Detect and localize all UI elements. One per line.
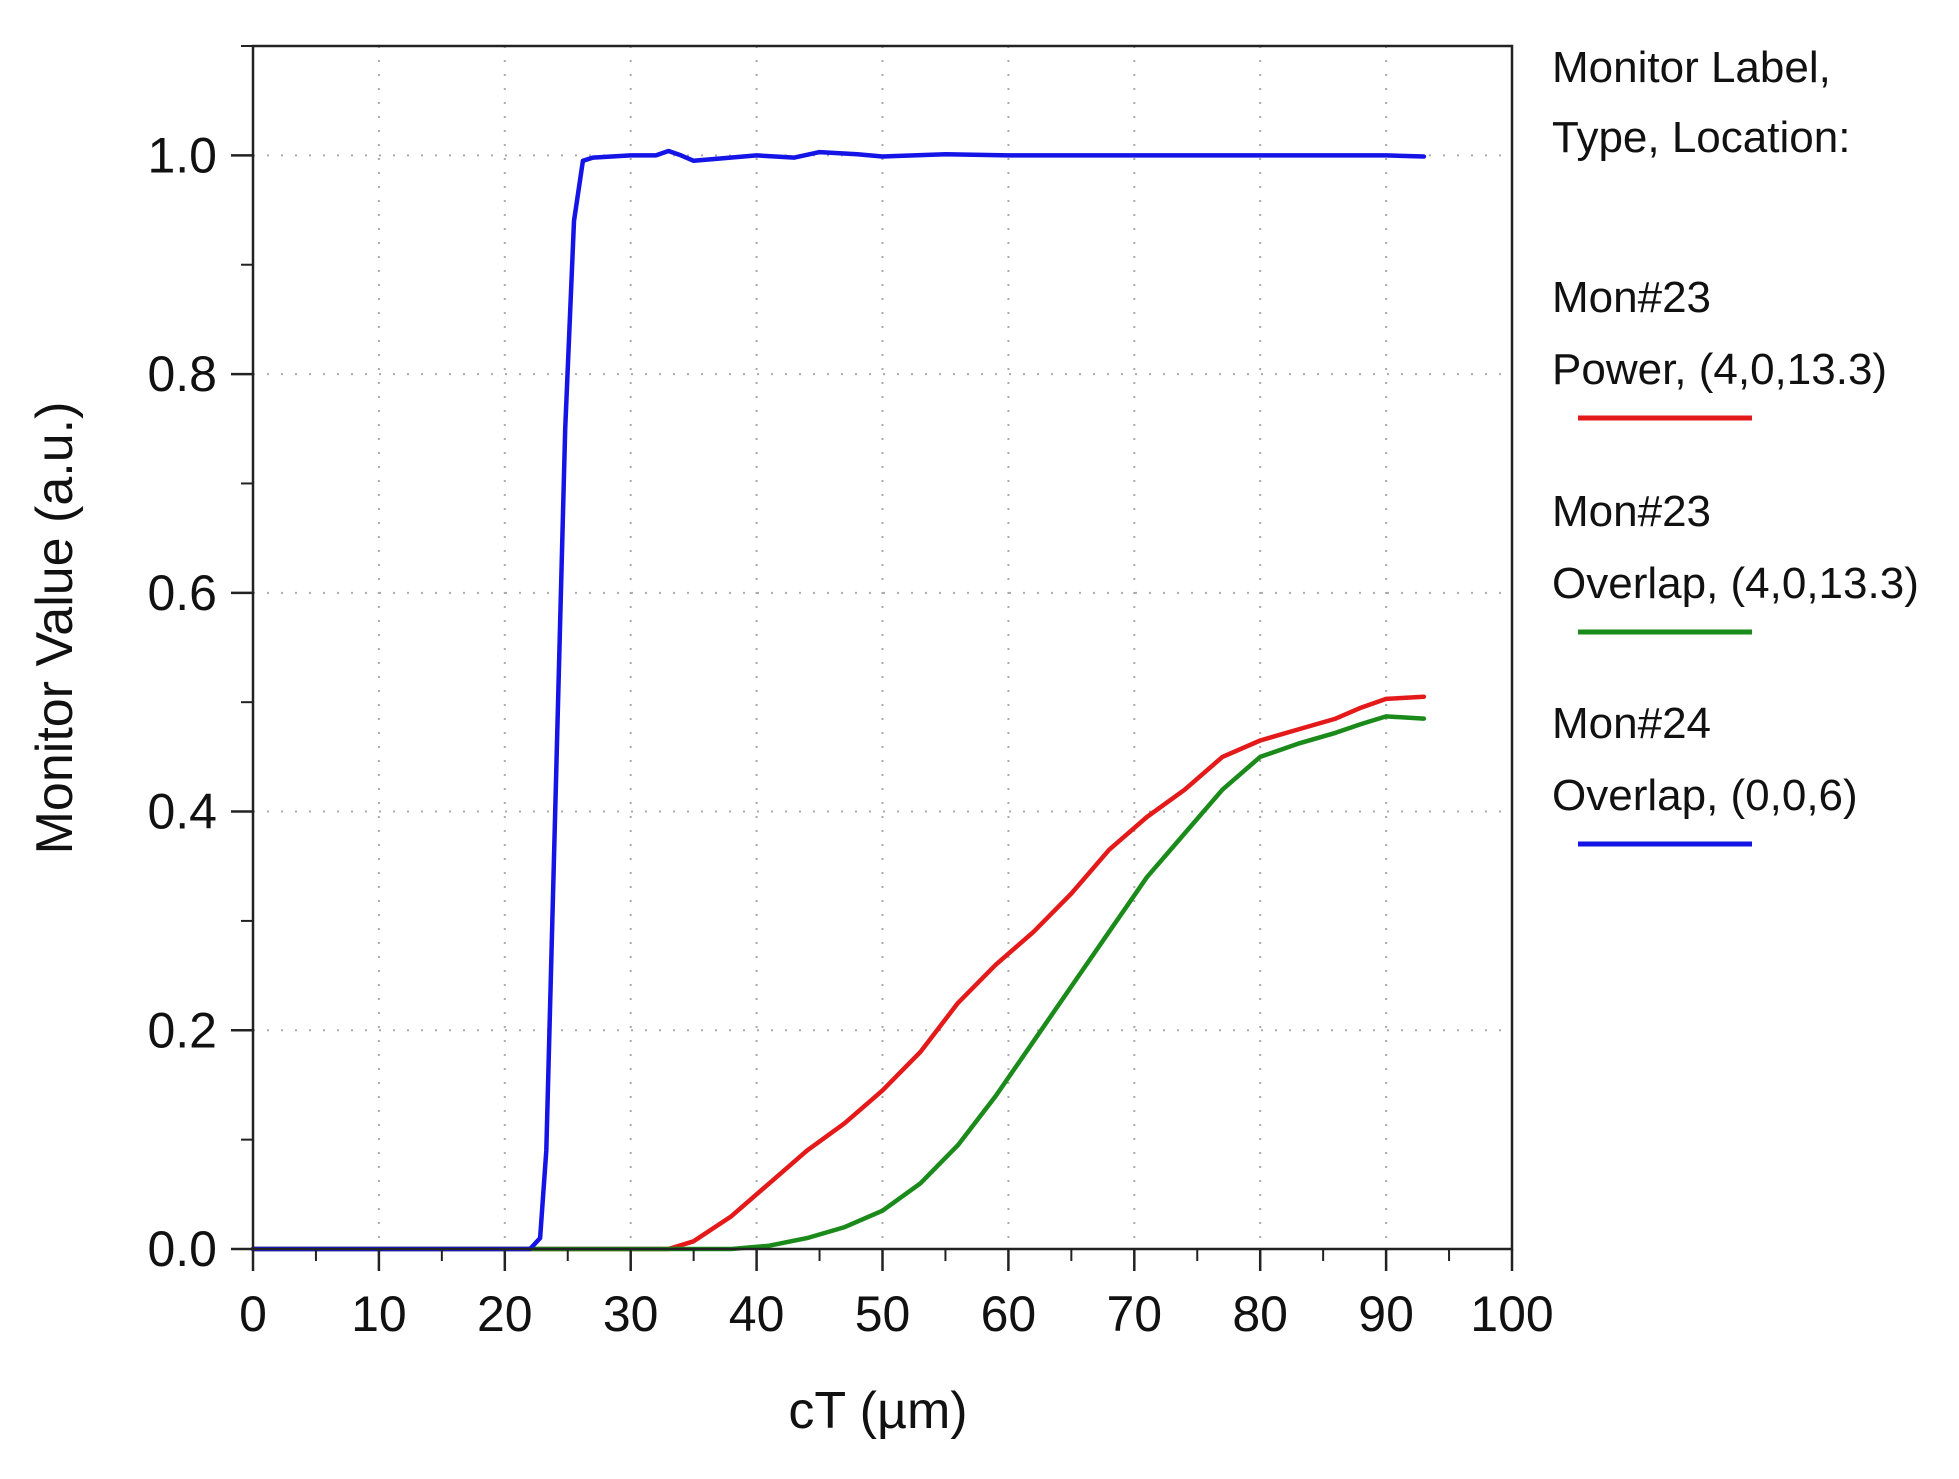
- x-tick-label: 30: [603, 1286, 659, 1342]
- x-axis-title: cT (µm): [788, 1382, 967, 1440]
- x-tick-label: 80: [1232, 1286, 1288, 1342]
- x-tick-label: 100: [1470, 1286, 1553, 1342]
- y-tick-label: 0.2: [147, 1002, 217, 1058]
- legend-label-2-line-2: Overlap, (4,0,13.3): [1552, 559, 1919, 608]
- series-lines: [250, 148, 1427, 1252]
- y-tick-label: 0.6: [147, 565, 217, 621]
- x-tick-label: 50: [855, 1286, 911, 1342]
- legend-header-line-1: Monitor Label,: [1552, 43, 1831, 92]
- series-line-3: [250, 148, 1427, 1252]
- x-tick-label: 40: [729, 1286, 785, 1342]
- y-tick-label: 0.4: [147, 784, 217, 840]
- x-tick-label: 0: [239, 1286, 267, 1342]
- x-tick-label: 90: [1358, 1286, 1414, 1342]
- legend-label-3-line-2: Overlap, (0,0,6): [1552, 771, 1858, 820]
- series-line-1: [250, 694, 1427, 1252]
- legend-label-3-line-1: Mon#24: [1552, 699, 1711, 748]
- legend-label-1-line-2: Power, (4,0,13.3): [1552, 345, 1887, 394]
- series-line-2: [250, 714, 1427, 1252]
- legend-label-1-line-1: Mon#23: [1552, 273, 1711, 322]
- legend-label-2-line-1: Mon#23: [1552, 487, 1711, 536]
- x-tick-label: 60: [981, 1286, 1037, 1342]
- x-tick-label: 70: [1106, 1286, 1162, 1342]
- x-tick-label: 20: [477, 1286, 533, 1342]
- x-axis-tick-labels: 0 10 20 30 40 50 60 70 80 90 100: [239, 1286, 1554, 1342]
- y-axis-tick-labels: 0.0 0.2 0.4 0.6 0.8 1.0: [147, 127, 217, 1277]
- y-tick-label: 0.0: [147, 1221, 217, 1277]
- grid-lines: [253, 46, 1512, 1249]
- axis-ticks: [231, 45, 1514, 1271]
- y-axis-title: Monitor Value (a.u.): [26, 402, 84, 855]
- y-tick-label: 1.0: [147, 127, 217, 183]
- legend-header-line-2: Type, Location:: [1552, 113, 1850, 162]
- x-tick-label: 10: [351, 1286, 407, 1342]
- legend: Monitor Label, Type, Location: Mon#23 Pow…: [1552, 43, 1919, 847]
- y-tick-label: 0.8: [147, 346, 217, 402]
